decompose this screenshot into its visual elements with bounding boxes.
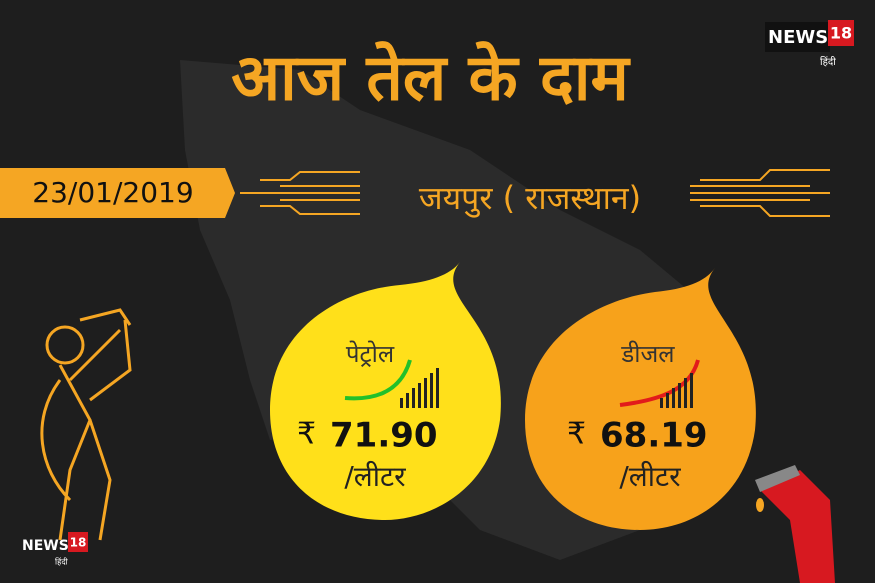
diesel-drop: डीजल ₹ 68.19 /लीटर — [525, 268, 756, 530]
logo-red — [828, 20, 854, 46]
trend-arrow — [344, 359, 412, 401]
city: जयपुर ( राजस्थान) — [419, 179, 641, 218]
logo-red — [68, 532, 88, 552]
date-box — [0, 168, 235, 218]
logo-language: हिंदी — [55, 557, 69, 567]
fuel-name: डीजल — [620, 340, 675, 368]
title: आज तेल के दाम — [231, 41, 631, 116]
unit: /लीटर — [344, 460, 406, 493]
currency: ₹ — [297, 417, 316, 452]
trend-arrow — [619, 359, 700, 407]
signal-bars — [400, 368, 439, 408]
logo-brand: NEWS — [22, 538, 69, 554]
price: 71.90 — [330, 416, 438, 456]
signal-bars — [660, 373, 693, 408]
date: 23/01/2019 — [32, 176, 193, 209]
fuel-name: पेट्रोल — [346, 340, 395, 368]
drop-shape — [525, 268, 756, 530]
top-logo: NEWS 18 हिंदी — [765, 20, 854, 68]
currency: ₹ — [567, 417, 586, 452]
logo-number: 18 — [830, 24, 852, 43]
worker-figure — [40, 308, 132, 541]
logo-number: 18 — [70, 536, 87, 550]
logo-brand: NEWS — [768, 27, 828, 48]
price: 68.19 — [600, 416, 708, 456]
unit: /लीटर — [619, 460, 681, 493]
petrol-drop: पेट्रोल ₹ 71.90 /लीटर — [270, 262, 501, 520]
circuit-lines — [240, 169, 830, 217]
logo-language: हिंदी — [820, 56, 836, 68]
pump-nozzle — [755, 465, 835, 583]
bottom-logo: NEWS 18 हिंदी — [22, 532, 88, 567]
logo-box — [765, 22, 830, 52]
